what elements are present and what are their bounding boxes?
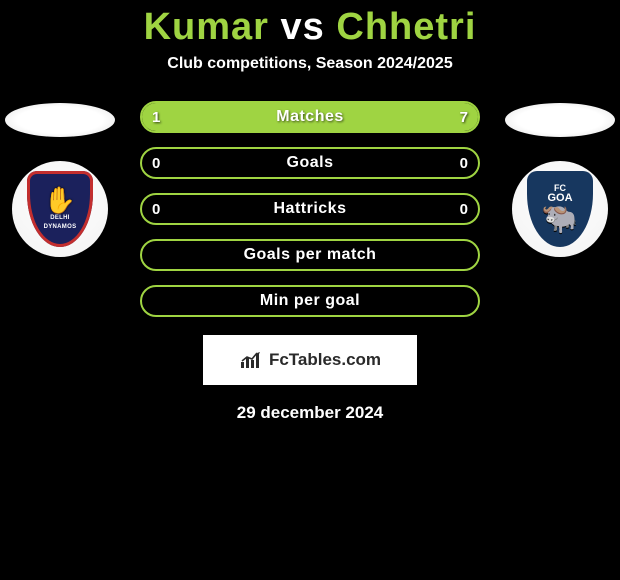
left-side: ✋ DELHI DYNAMOS	[0, 103, 120, 257]
fc-goa-crest: FC GOA 🐃	[527, 171, 593, 247]
date-text: 29 december 2024	[0, 403, 620, 423]
stat-bar: Min per goal	[140, 285, 480, 317]
stat-value-right: 7	[460, 103, 468, 131]
title-player1: Kumar	[144, 6, 269, 48]
stat-label: Goals	[142, 149, 478, 177]
player1-club-badge: ✋ DELHI DYNAMOS	[12, 161, 108, 257]
stat-bar: Matches1 7	[140, 101, 480, 133]
delhi-dynamos-crest: ✋ DELHI DYNAMOS	[27, 171, 93, 247]
crest-left-line1: DELHI	[50, 215, 70, 222]
page-title: Kumar vs Chhetri	[0, 0, 620, 49]
stat-bar: Goals per match	[140, 239, 480, 271]
stat-value-left: 0	[152, 195, 160, 223]
stat-value-left: 1	[152, 103, 160, 131]
stat-label: Min per goal	[142, 287, 478, 315]
gaur-icon: 🐃	[541, 204, 578, 234]
right-side: FC GOA 🐃	[500, 103, 620, 257]
stat-label: Matches	[142, 103, 478, 131]
crest-left-line2: DYNAMOS	[44, 224, 77, 231]
subtitle: Club competitions, Season 2024/2025	[0, 55, 620, 73]
watermark: FcTables.com	[203, 335, 417, 385]
stat-value-right: 0	[460, 149, 468, 177]
title-vs: vs	[281, 6, 325, 48]
player1-avatar-placeholder	[5, 103, 115, 137]
content-area: ✋ DELHI DYNAMOS FC GOA 🐃 Matches17Goals0…	[0, 101, 620, 385]
title-player2: Chhetri	[336, 6, 476, 48]
stat-value-left: 0	[152, 149, 160, 177]
watermark-text: FcTables.com	[269, 350, 381, 370]
player2-avatar-placeholder	[505, 103, 615, 137]
stat-value-right: 0	[460, 195, 468, 223]
stat-bar: Goals0 0	[140, 147, 480, 179]
stat-label: Goals per match	[142, 241, 478, 269]
stat-bars: Matches17Goals00Hattricks00Goals per mat…	[140, 101, 480, 317]
stat-bar: Hattricks0 0	[140, 193, 480, 225]
player2-club-badge: FC GOA 🐃	[512, 161, 608, 257]
chart-icon	[239, 350, 263, 370]
stat-label: Hattricks	[142, 195, 478, 223]
hand-icon: ✋	[44, 187, 76, 213]
